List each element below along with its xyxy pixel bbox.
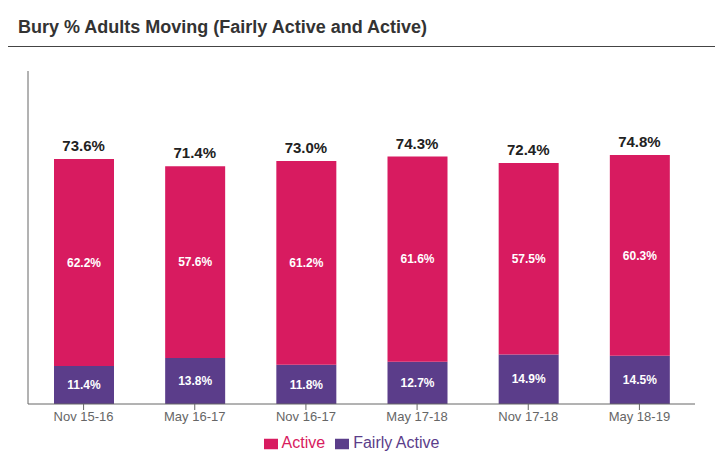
svg-text:61.2%: 61.2%: [289, 256, 323, 270]
svg-text:Nov 16-17: Nov 16-17: [276, 409, 336, 424]
svg-text:60.3%: 60.3%: [623, 249, 657, 263]
svg-text:61.6%: 61.6%: [400, 252, 434, 266]
svg-text:Nov 15-16: Nov 15-16: [54, 409, 114, 424]
svg-text:14.5%: 14.5%: [623, 373, 657, 387]
html-text:Active: Active: [281, 434, 326, 451]
svg-text:May 17-18: May 17-18: [386, 409, 447, 424]
svg-text:11.8%: 11.8%: [290, 378, 324, 392]
svg-text:May 18-19: May 18-19: [609, 409, 670, 424]
svg-text:14.9%: 14.9%: [512, 372, 546, 386]
svg-text:72.4%: 72.4%: [507, 141, 550, 158]
svg-text:74.8%: 74.8%: [618, 133, 661, 150]
svg-text:11.4%: 11.4%: [67, 378, 101, 392]
svg-text:57.6%: 57.6%: [178, 255, 212, 269]
svg-text:12.7%: 12.7%: [400, 376, 434, 390]
svg-text:62.2%: 62.2%: [67, 256, 101, 270]
svg-text:71.4%: 71.4%: [173, 144, 216, 161]
svg-text:13.8%: 13.8%: [178, 374, 212, 388]
svg-text:74.3%: 74.3%: [396, 135, 439, 152]
svg-text:73.6%: 73.6%: [62, 137, 105, 154]
svg-text:73.0%: 73.0%: [285, 139, 328, 156]
html-text:Bury % Adults Moving (Fairly A: Bury % Adults Moving (Fairly Active and …: [18, 17, 428, 37]
svg-text:Nov 17-18: Nov 17-18: [498, 409, 558, 424]
svg-text:May 16-17: May 16-17: [164, 409, 225, 424]
svg-text:57.5%: 57.5%: [512, 252, 546, 266]
html-text:Fairly Active: Fairly Active: [353, 434, 440, 451]
